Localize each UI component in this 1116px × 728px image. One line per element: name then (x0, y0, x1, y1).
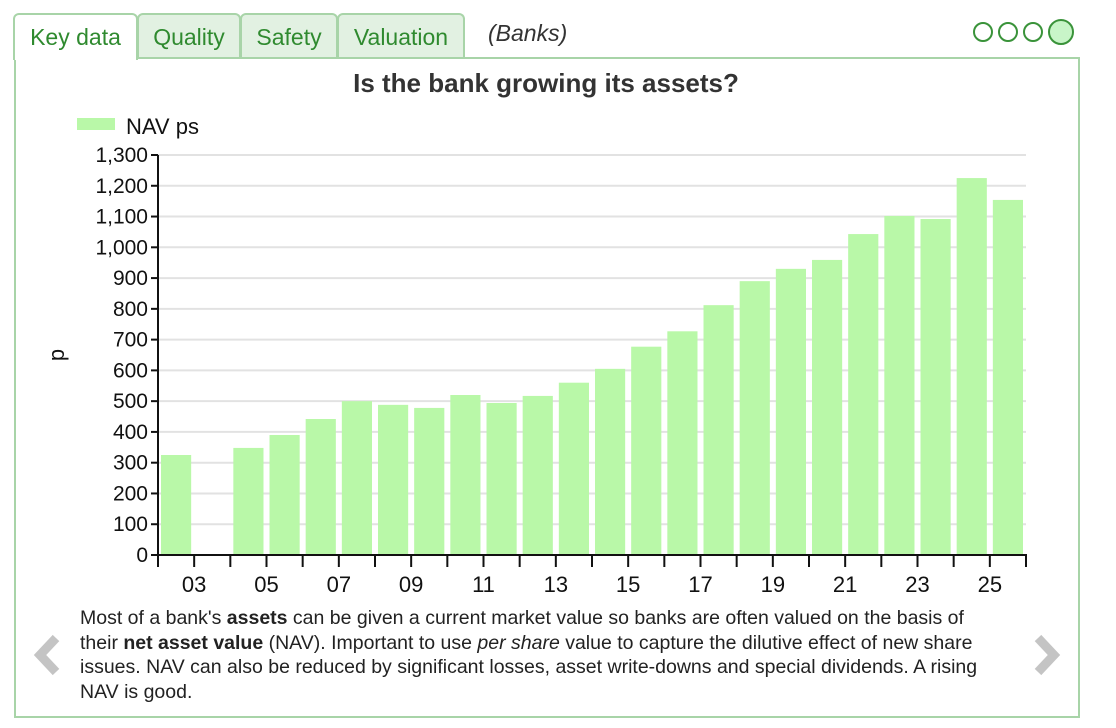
bar-24 (920, 219, 951, 555)
x-tick-label: 21 (833, 572, 857, 597)
bar-21 (812, 259, 843, 555)
y-tick-label: 500 (113, 390, 148, 413)
page-dot-3[interactable] (1023, 22, 1043, 42)
y-tick-label: 200 (113, 482, 148, 505)
page-dot-1[interactable] (973, 22, 993, 42)
y-tick-label: 400 (113, 421, 148, 444)
bar-12 (486, 403, 517, 555)
description-part: can be given a current market value so b… (80, 607, 964, 654)
bar-10 (414, 407, 445, 555)
bar-09 (378, 404, 409, 555)
legend-label: NAV ps (126, 114, 199, 139)
chart-title: Is the bank growing its assets? (353, 68, 739, 98)
legend-swatch (77, 118, 115, 130)
tab-valuation[interactable]: Valuation (337, 13, 465, 57)
bar-20 (775, 268, 806, 555)
x-tick-label: 19 (761, 572, 785, 597)
prev-arrow-icon[interactable] (28, 630, 68, 680)
y-tick-label: 100 (113, 513, 148, 536)
y-tick-label: 300 (113, 452, 148, 475)
y-tick-label: 700 (113, 329, 148, 352)
x-tick-label: 13 (544, 572, 568, 597)
next-arrow-icon[interactable] (1026, 630, 1066, 680)
description-part: value to capture the dilutive effect of … (80, 631, 978, 703)
y-tick-label: 1,300 (95, 144, 148, 167)
y-tick-label: 900 (113, 267, 148, 290)
y-tick-label: 0 (136, 544, 148, 567)
bar-19 (739, 281, 770, 555)
x-tick-label: 05 (254, 572, 278, 597)
description-part: net asset value (123, 631, 264, 654)
bar-17 (667, 331, 698, 555)
x-tick-label: 17 (688, 572, 712, 597)
bar-22 (848, 234, 879, 556)
content-panel (14, 57, 1080, 718)
x-tick-label: 07 (327, 572, 351, 597)
nav-chart: 0 100 200 300 400 500 600 700 800 900 1,000 1,100 1,… (44, 114, 1027, 597)
sector-label: (Banks) (488, 20, 568, 46)
y-tick-label: 800 (113, 298, 148, 321)
y-tick-label: 600 (113, 359, 148, 382)
y-tick-label: 1,000 (95, 236, 148, 259)
bar-18 (703, 305, 734, 555)
description-text: Most of a bank's assets can be given a c… (80, 606, 1000, 704)
y-tick-label: 1,200 (95, 175, 148, 198)
bar-13 (522, 395, 553, 555)
description-part: Most of a bank's (80, 607, 227, 629)
y-tick-label: 1,100 (95, 206, 148, 229)
page-dot-2[interactable] (998, 22, 1018, 42)
y-axis-label: p (44, 349, 69, 361)
x-tick-label: 23 (905, 572, 929, 597)
bar-15 (595, 368, 626, 555)
bar-14 (558, 382, 589, 555)
bar-05 (233, 447, 264, 555)
x-tick-label: 11 (472, 572, 495, 597)
bar-25 (956, 178, 987, 556)
description-part: per share (477, 631, 560, 654)
x-tick-label: 03 (182, 572, 206, 597)
bar-06 (269, 435, 300, 555)
bar-08 (341, 401, 372, 555)
description-part: (NAV). Important to use (263, 631, 478, 654)
tab-quality[interactable]: Quality (137, 13, 241, 57)
bar-07 (305, 419, 336, 555)
tab-key-data[interactable]: Key data (13, 13, 138, 60)
bar-23 (884, 215, 915, 555)
bar-11 (450, 395, 481, 555)
bar-03 (161, 455, 192, 555)
description-part: assets (226, 607, 288, 629)
page-dot-4-active[interactable] (1048, 19, 1074, 45)
x-tick-label: 15 (616, 572, 640, 597)
bar-26 (992, 199, 1023, 555)
x-tick-label: 25 (978, 572, 1002, 597)
bar-16 (631, 346, 662, 555)
x-tick-label: 09 (399, 572, 423, 597)
